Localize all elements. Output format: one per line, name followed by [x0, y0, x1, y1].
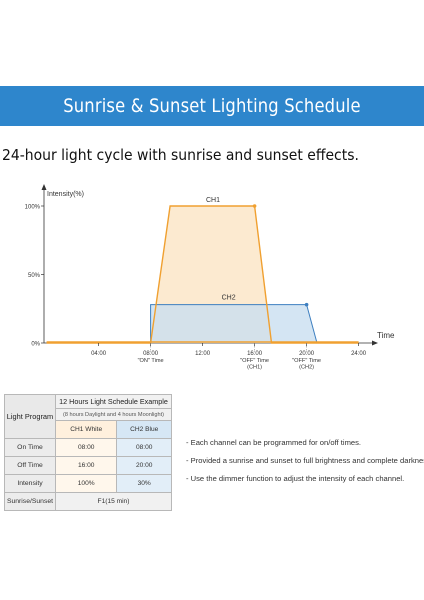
ch1-label: CH1 — [206, 197, 220, 204]
y-axis-arrow — [41, 184, 47, 190]
sunrise-sunset-value: F1(15 min) — [55, 492, 172, 511]
time-annotation: (CH1) — [247, 365, 262, 371]
note-item: - Use the dimmer function to adjust the … — [186, 474, 405, 483]
sunrise-sunset-label: Sunrise/Sunset — [4, 492, 56, 511]
cell-ch2: 30% — [116, 474, 172, 493]
schedule-table: Light Program 12 Hours Light Schedule Ex… — [4, 394, 172, 511]
cell-ch1: 100% — [54, 474, 118, 493]
time-annotation: (CH2) — [299, 365, 314, 371]
x-tick-label: 04:00 — [91, 351, 107, 357]
table-row: Intensity 100% 30% — [4, 474, 172, 493]
light-program-header: Light Program — [4, 394, 56, 439]
x-tick-label: 08:00 — [143, 351, 159, 357]
cell-ch1: 16:00 — [54, 456, 118, 475]
y-tick-label: 0% — [31, 341, 40, 347]
row-label: Off Time — [4, 456, 56, 475]
ch1-line — [46, 205, 359, 344]
title-banner: Sunrise & Sunset Lighting Schedule — [0, 86, 424, 126]
ch2-marker — [304, 302, 309, 307]
time-annotation: "OFF" Time — [240, 358, 269, 364]
x-tick-label: 20:00 — [299, 351, 315, 357]
time-annotation: "ON" Time — [138, 358, 164, 364]
cell-ch1: 08:00 — [54, 438, 118, 457]
col-ch2-header: CH2 Blue — [116, 420, 172, 439]
notes-list: - Each channel can be programmed for on/… — [186, 438, 424, 492]
note-item: - Each channel can be programmed for on/… — [186, 438, 362, 447]
time-annotation: "OFF" Time — [292, 358, 321, 364]
page-subtitle: 24-hour light cycle with sunrise and sun… — [2, 146, 424, 164]
x-tick-label: 12:00 — [195, 351, 211, 357]
subtitle-text: 24-hour light cycle with sunrise and sun… — [2, 146, 359, 164]
col-ch1-header: CH1 White — [54, 420, 118, 439]
cell-ch2: 20:00 — [116, 456, 172, 475]
ch2-label: CH2 — [222, 295, 236, 302]
ch2-area — [150, 304, 317, 343]
ch1-marker — [252, 204, 257, 208]
x-tick-label: 16:00 — [247, 351, 263, 357]
y-tick-label: 100% — [25, 204, 41, 210]
row-label: On Time — [4, 438, 56, 457]
note-item: - Provided a sunrise and sunset to full … — [186, 456, 424, 465]
ch2-line — [150, 304, 318, 344]
x-axis-arrow — [372, 340, 378, 346]
x-axis-label: Time — [377, 331, 395, 340]
schedule-chart: Intensity(%) 0% 50% 100% Time CH1 CH2 04:00 08:0… — [25, 184, 395, 371]
y-axis-label: Intensity(%) — [47, 191, 84, 198]
table-title: 12 Hours Light Schedule Example — [55, 394, 172, 409]
cell-ch2: 08:00 — [116, 438, 172, 457]
table-row: Off Time 16:00 20:00 — [4, 456, 172, 475]
table-row: Sunrise/Sunset F1(15 min) — [4, 492, 172, 511]
y-tick-label: 50% — [28, 273, 41, 279]
table-note: (8 hours Daylight and 4 hours Moonlight) — [55, 408, 172, 421]
row-label: Intensity — [4, 474, 56, 493]
page-title: Sunrise & Sunset Lighting Schedule — [63, 95, 361, 117]
x-tick-label: 24:00 — [351, 351, 367, 357]
table-row: On Time 08:00 08:00 — [4, 438, 172, 457]
